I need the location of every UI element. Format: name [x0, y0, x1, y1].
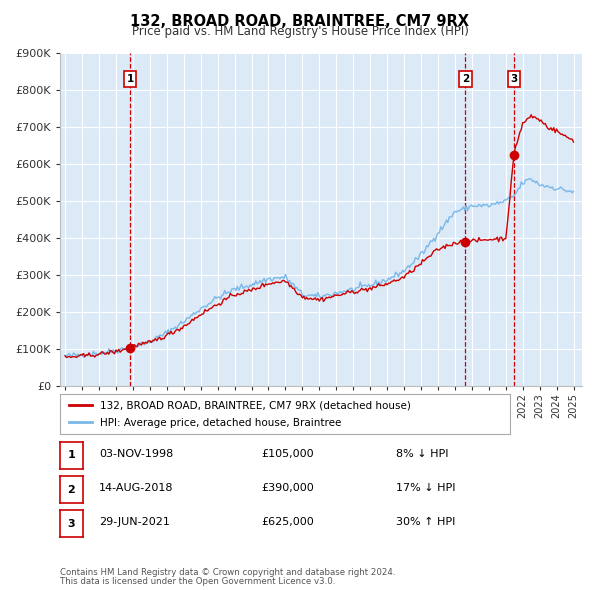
- Text: 132, BROAD ROAD, BRAINTREE, CM7 9RX: 132, BROAD ROAD, BRAINTREE, CM7 9RX: [131, 14, 470, 28]
- Text: 03-NOV-1998: 03-NOV-1998: [99, 449, 173, 458]
- Text: 3: 3: [511, 74, 518, 84]
- Text: 132, BROAD ROAD, BRAINTREE, CM7 9RX (detached house): 132, BROAD ROAD, BRAINTREE, CM7 9RX (det…: [101, 401, 412, 411]
- Text: 30% ↑ HPI: 30% ↑ HPI: [396, 517, 455, 527]
- Text: 17% ↓ HPI: 17% ↓ HPI: [396, 483, 455, 493]
- Text: £105,000: £105,000: [262, 449, 314, 458]
- Text: 2: 2: [68, 485, 75, 494]
- Text: 2: 2: [462, 74, 469, 84]
- Text: 1: 1: [68, 451, 75, 460]
- Text: Price paid vs. HM Land Registry's House Price Index (HPI): Price paid vs. HM Land Registry's House …: [131, 25, 469, 38]
- Text: 3: 3: [68, 519, 75, 529]
- Text: 1: 1: [127, 74, 134, 84]
- Text: £625,000: £625,000: [262, 517, 314, 527]
- Text: 29-JUN-2021: 29-JUN-2021: [99, 517, 170, 527]
- Text: Contains HM Land Registry data © Crown copyright and database right 2024.: Contains HM Land Registry data © Crown c…: [60, 568, 395, 577]
- Text: £390,000: £390,000: [262, 483, 314, 493]
- Text: HPI: Average price, detached house, Braintree: HPI: Average price, detached house, Brai…: [101, 418, 342, 428]
- Text: 14-AUG-2018: 14-AUG-2018: [99, 483, 173, 493]
- Text: 8% ↓ HPI: 8% ↓ HPI: [396, 449, 449, 458]
- Text: This data is licensed under the Open Government Licence v3.0.: This data is licensed under the Open Gov…: [60, 577, 335, 586]
